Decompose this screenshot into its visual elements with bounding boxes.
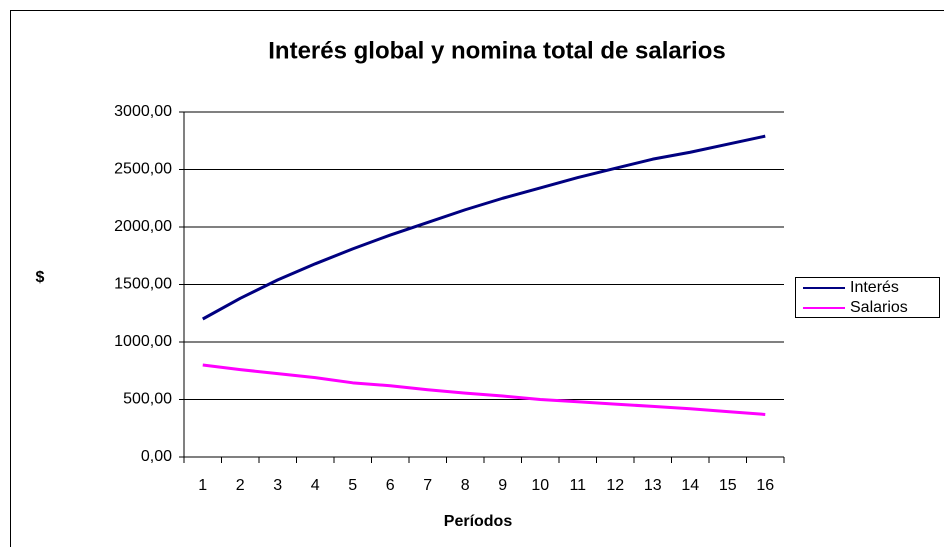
x-tick-label: 12	[606, 477, 624, 494]
x-axis-label: Períodos	[444, 513, 513, 530]
series-line	[202, 363, 766, 416]
legend-box	[795, 277, 940, 318]
x-tick-label: 15	[719, 477, 737, 494]
x-tick-label: 4	[311, 477, 320, 494]
x-tick-label: 2	[236, 477, 245, 494]
series-line	[202, 134, 766, 321]
x-tick-label: 14	[681, 477, 699, 494]
y-tick-label: 2500,00	[114, 161, 172, 178]
x-tick-label: 16	[756, 477, 774, 494]
y-tick-label: 500,00	[123, 391, 172, 408]
x-tick-label: 8	[461, 477, 470, 494]
y-tick-label: 2000,00	[114, 218, 172, 235]
x-tick-label: 9	[498, 477, 507, 494]
chart-title: Interés global y nomina total de salario…	[268, 37, 725, 64]
y-tick-label: 3000,00	[114, 103, 172, 120]
y-axis-label: $	[36, 269, 45, 286]
x-tick-label: 1	[198, 477, 207, 494]
y-tick-label: 1000,00	[114, 333, 172, 350]
y-tick-label: 0,00	[141, 448, 172, 465]
x-tick-label: 6	[386, 477, 395, 494]
y-tick-label: 1500,00	[114, 276, 172, 293]
x-tick-label: 13	[644, 477, 662, 494]
x-tick-label: 11	[569, 477, 586, 494]
chart-frame	[10, 10, 944, 547]
x-tick-label: 3	[273, 477, 282, 494]
legend-label: Salarios	[850, 299, 908, 316]
x-tick-label: 5	[348, 477, 357, 494]
x-tick-label: 10	[531, 477, 549, 494]
legend-label: Interés	[850, 279, 899, 296]
x-tick-label: 7	[423, 477, 432, 494]
